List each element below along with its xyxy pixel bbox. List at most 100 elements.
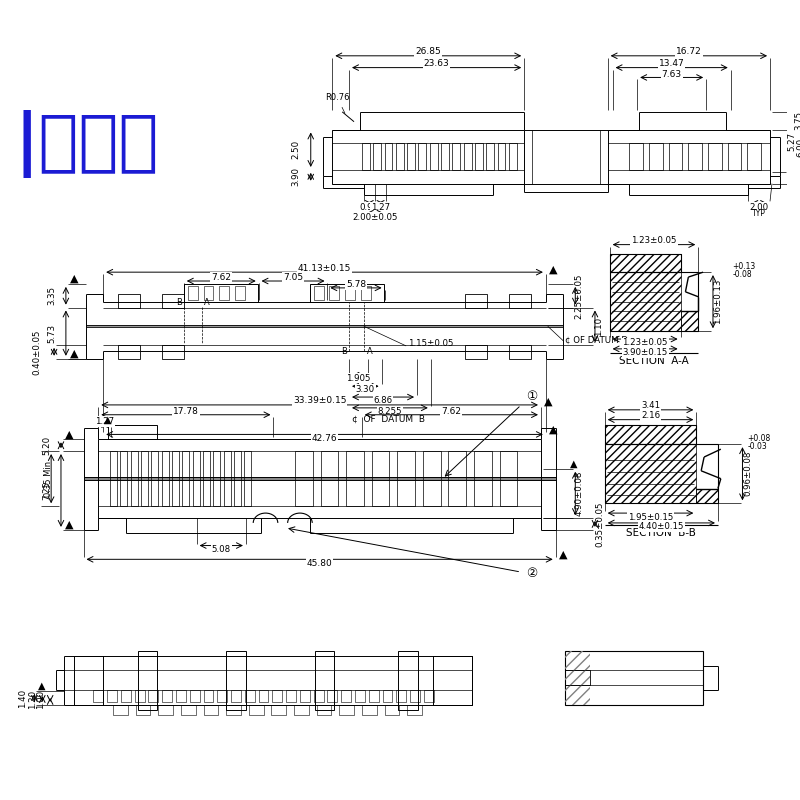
Bar bbox=[203, 690, 214, 702]
Bar bbox=[203, 286, 214, 300]
Text: 3.90±0.15: 3.90±0.15 bbox=[622, 348, 668, 358]
Bar bbox=[355, 690, 365, 702]
Bar bbox=[610, 254, 681, 272]
Bar bbox=[345, 286, 355, 300]
Bar bbox=[396, 690, 406, 702]
Bar bbox=[310, 284, 383, 302]
Bar bbox=[108, 425, 158, 439]
Bar bbox=[107, 690, 117, 702]
Bar bbox=[407, 705, 422, 714]
Bar bbox=[294, 705, 309, 714]
Bar bbox=[258, 690, 269, 702]
Bar bbox=[249, 705, 263, 714]
Bar bbox=[498, 143, 506, 170]
Text: 13.47: 13.47 bbox=[658, 59, 685, 68]
Text: 3.30: 3.30 bbox=[356, 385, 375, 394]
Text: 8.255: 8.255 bbox=[378, 407, 402, 416]
Text: 3.75: 3.75 bbox=[794, 111, 800, 130]
Text: A: A bbox=[367, 346, 373, 356]
Bar bbox=[317, 705, 331, 714]
Text: 6.86: 6.86 bbox=[374, 396, 393, 405]
Text: 1.95±0.15: 1.95±0.15 bbox=[628, 513, 674, 522]
Bar bbox=[158, 705, 173, 714]
Text: 1.10: 1.10 bbox=[594, 317, 603, 336]
Text: 1.96±0.13: 1.96±0.13 bbox=[714, 279, 722, 324]
Text: B: B bbox=[176, 298, 182, 306]
Text: ①: ① bbox=[526, 390, 538, 403]
Polygon shape bbox=[162, 345, 184, 358]
Text: 6.00: 6.00 bbox=[796, 138, 800, 158]
Text: 0.35±0.05: 0.35±0.05 bbox=[595, 501, 604, 546]
Text: TYP: TYP bbox=[752, 209, 766, 218]
Bar bbox=[130, 451, 138, 506]
Bar bbox=[224, 451, 230, 506]
Text: 1.15±0.05: 1.15±0.05 bbox=[408, 339, 454, 348]
Text: 3.90: 3.90 bbox=[291, 167, 301, 186]
Text: 2.25±0.05: 2.25±0.05 bbox=[574, 273, 584, 318]
Bar bbox=[605, 444, 696, 503]
Bar bbox=[374, 143, 381, 170]
Text: 7.62: 7.62 bbox=[211, 273, 231, 282]
Text: ¢  OF  DATUM  B: ¢ OF DATUM B bbox=[352, 414, 425, 424]
Bar bbox=[430, 143, 438, 170]
Polygon shape bbox=[465, 294, 486, 307]
Bar bbox=[464, 143, 471, 170]
Text: A: A bbox=[203, 298, 210, 306]
Bar bbox=[499, 451, 518, 506]
Bar bbox=[203, 705, 218, 714]
Text: 41.13±0.15: 41.13±0.15 bbox=[298, 264, 351, 273]
Bar bbox=[214, 451, 220, 506]
Bar bbox=[314, 650, 334, 710]
Polygon shape bbox=[465, 345, 486, 358]
Bar bbox=[608, 130, 770, 184]
Text: -0.08: -0.08 bbox=[733, 270, 752, 279]
Text: 5.27: 5.27 bbox=[787, 132, 796, 151]
Polygon shape bbox=[118, 345, 140, 358]
Bar bbox=[605, 425, 696, 444]
Bar bbox=[121, 451, 127, 506]
Bar bbox=[681, 311, 698, 331]
Text: 1.27: 1.27 bbox=[371, 202, 390, 212]
Text: 1.23±0.05: 1.23±0.05 bbox=[631, 236, 677, 245]
Bar bbox=[190, 690, 200, 702]
Bar bbox=[110, 451, 117, 506]
Bar bbox=[566, 650, 703, 705]
Bar bbox=[630, 143, 643, 170]
Bar bbox=[235, 286, 245, 300]
Text: 42.76: 42.76 bbox=[312, 434, 338, 443]
Text: ▲: ▲ bbox=[70, 349, 78, 358]
Bar bbox=[136, 705, 150, 714]
Bar bbox=[475, 143, 483, 170]
Bar bbox=[696, 489, 718, 503]
Text: 5.20: 5.20 bbox=[42, 436, 52, 454]
Text: |尺寸图: |尺寸图 bbox=[14, 110, 159, 178]
Text: 0.35 Min: 0.35 Min bbox=[44, 461, 54, 497]
Text: 3.41: 3.41 bbox=[641, 402, 660, 410]
Bar bbox=[433, 656, 472, 705]
Bar bbox=[226, 705, 241, 714]
Bar bbox=[339, 705, 354, 714]
Bar bbox=[162, 451, 169, 506]
Bar bbox=[747, 143, 761, 170]
Text: ▲: ▲ bbox=[544, 397, 552, 407]
Bar bbox=[362, 143, 370, 170]
Text: 7.25: 7.25 bbox=[42, 481, 52, 500]
Bar bbox=[121, 690, 130, 702]
Bar bbox=[218, 690, 227, 702]
Bar bbox=[382, 690, 392, 702]
Text: 0.40±0.05: 0.40±0.05 bbox=[32, 329, 41, 374]
Text: 0.95: 0.95 bbox=[360, 202, 378, 212]
Text: 1.20: 1.20 bbox=[28, 690, 37, 709]
Text: 1.40: 1.40 bbox=[18, 689, 27, 707]
Polygon shape bbox=[510, 345, 531, 358]
Bar bbox=[286, 690, 296, 702]
Bar bbox=[346, 451, 364, 506]
Text: 2.16: 2.16 bbox=[641, 411, 660, 420]
Text: 1.27: 1.27 bbox=[95, 417, 114, 426]
Text: ▲: ▲ bbox=[549, 425, 558, 434]
Bar bbox=[184, 284, 258, 302]
Text: R0.76: R0.76 bbox=[325, 93, 350, 114]
Text: 33.39±0.15: 33.39±0.15 bbox=[293, 397, 346, 406]
Bar bbox=[234, 451, 241, 506]
Bar bbox=[330, 286, 339, 300]
